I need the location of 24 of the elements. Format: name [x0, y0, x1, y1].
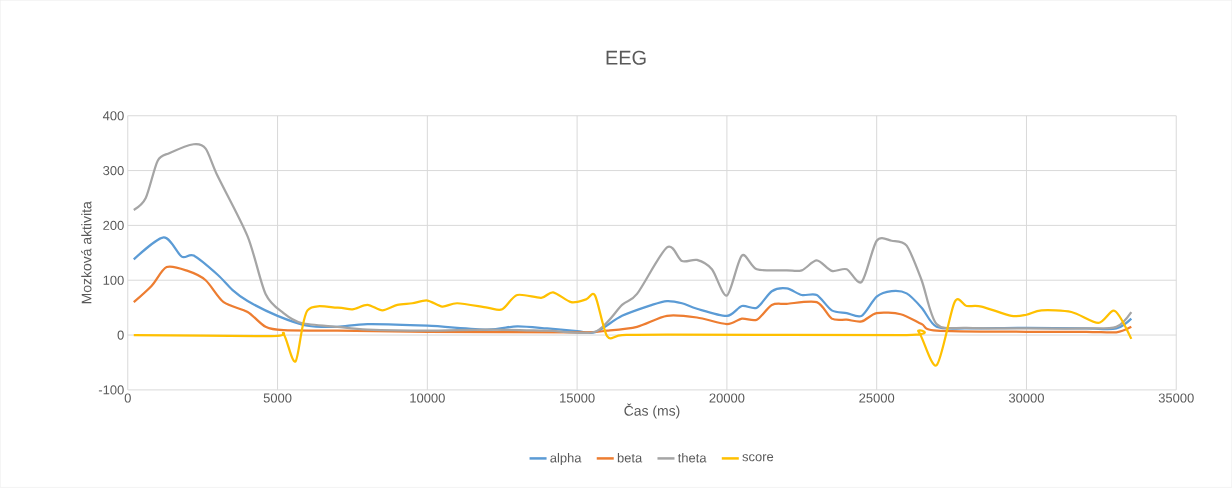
x-tick-label: 0 [124, 393, 131, 403]
line-series [132, 291, 1133, 367]
y-axis-title: Mozková aktivita [81, 201, 92, 304]
legend-label: score [742, 454, 774, 462]
x-tick-label: 35000 [1158, 393, 1194, 403]
line-series [132, 143, 1133, 335]
x-tick-label: 20000 [709, 393, 745, 403]
y-tick-label: 100 [103, 275, 124, 285]
y-tick-label: 200 [103, 221, 124, 231]
legend-label: alpha [550, 453, 582, 466]
chart-title: EEG [606, 50, 646, 65]
legend-label: beta [617, 453, 643, 463]
y-tick-label: -100 [98, 385, 124, 395]
x-tick-label: 15000 [560, 393, 595, 403]
y-tick-label: 400 [102, 111, 124, 121]
y-tick-label: 0 [117, 330, 124, 340]
x-tick-label: 30000 [1008, 393, 1044, 403]
x-tick-label: 25000 [859, 393, 895, 403]
x-tick-label: 5000 [263, 393, 292, 403]
x-tick-label: 10000 [410, 393, 445, 403]
y-tick-label: 300 [103, 166, 124, 176]
legend-label: theta [677, 453, 707, 463]
line-series [132, 265, 1133, 334]
x-axis-title: Čas (ms) [624, 403, 680, 419]
